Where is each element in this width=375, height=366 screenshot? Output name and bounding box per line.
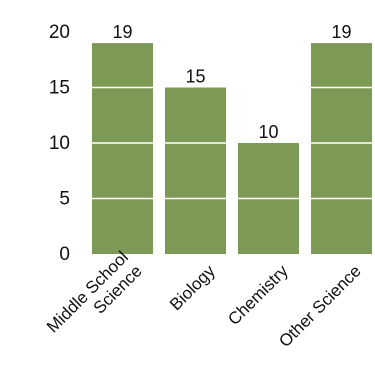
data-label: 10: [258, 122, 278, 142]
data-label: 19: [112, 22, 132, 42]
x-tick-label: Chemistry: [224, 261, 292, 329]
x-tick-label-line: Biology: [166, 261, 219, 314]
data-label: 15: [185, 67, 205, 87]
bar: [311, 43, 372, 254]
bar: [165, 87, 226, 254]
y-tick-label: 15: [49, 78, 70, 99]
x-tick-label-line: Chemistry: [224, 261, 292, 329]
y-tick-label: 20: [49, 22, 70, 43]
x-tick-label: Biology: [166, 261, 219, 314]
y-tick-label: 10: [49, 133, 70, 154]
bar: [92, 43, 153, 254]
y-tick-label: 0: [59, 244, 70, 265]
y-tick-label: 5: [59, 189, 70, 210]
data-label: 19: [331, 22, 351, 42]
